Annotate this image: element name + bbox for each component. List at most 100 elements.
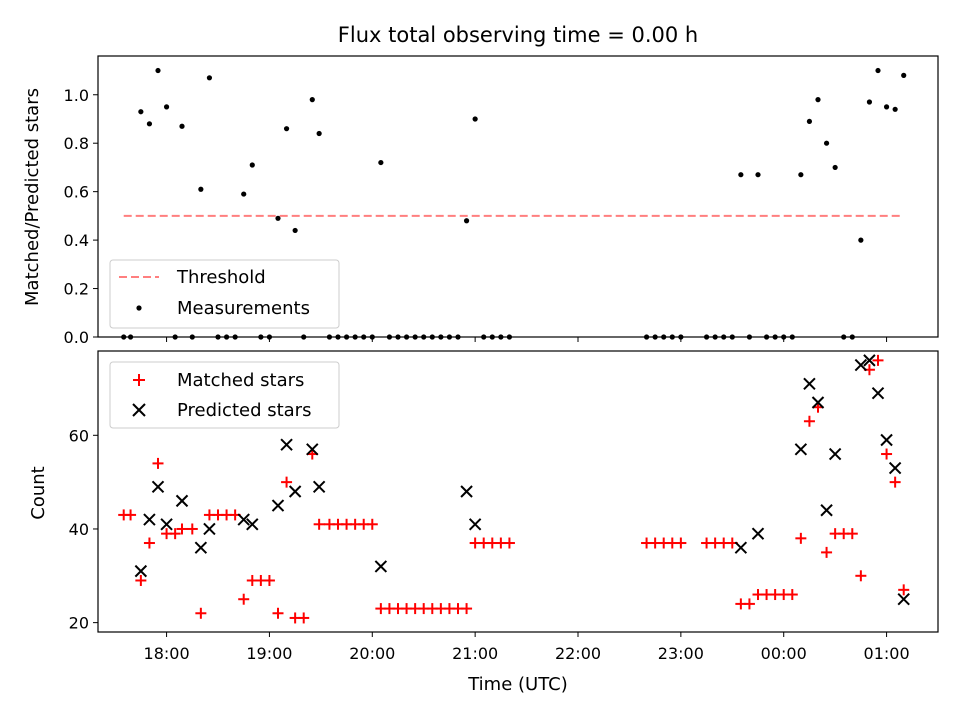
top-y-tick-label: 0.6	[64, 183, 89, 202]
predicted-star-point	[863, 354, 876, 367]
measurement-point	[206, 75, 213, 81]
predicted-star-point	[871, 386, 885, 400]
matched-star-point	[803, 415, 815, 427]
x-tick-label: 20:00	[349, 644, 395, 663]
matched-star-point	[503, 537, 515, 549]
predicted-star-point	[175, 494, 189, 508]
predicted-star-point	[237, 513, 250, 526]
threshold-legend-label: Threshold	[176, 267, 266, 288]
top-y-tick-label: 0.4	[64, 231, 89, 250]
top-legend-box	[109, 259, 340, 329]
x-tick-label: 18:00	[144, 644, 190, 663]
predicted-star-point	[888, 461, 902, 475]
measurement-point	[179, 123, 185, 129]
measurement-point	[472, 116, 478, 122]
predicted-star-point	[794, 443, 808, 456]
matched-star-point	[795, 532, 807, 544]
top-panel: 0.0 0.2 0.4 0.6 0.8 1.0 Matched/Predicted sta…	[22, 55, 939, 347]
matched-star-point	[846, 528, 858, 540]
measurement-point	[292, 227, 298, 234]
bottom-panel: 20 40 60 18:00 19:00 20:00 21:00 22:00 23:00 00:…	[28, 350, 939, 695]
matched-star-point	[786, 589, 798, 601]
measurement-point	[858, 237, 864, 243]
predicted-star-point	[271, 499, 285, 512]
measurement-point	[806, 118, 813, 125]
predicted-legend-swatch	[132, 403, 146, 417]
predicted-star-point	[880, 433, 893, 447]
predicted-star-point	[811, 396, 825, 409]
measurement-point	[241, 191, 247, 197]
measurement-point	[798, 172, 804, 178]
measurement-point	[275, 215, 281, 221]
matched-star-point	[298, 612, 310, 624]
measurement-point	[316, 130, 322, 137]
measurement-point	[146, 121, 153, 127]
measurement-point	[823, 140, 830, 146]
predicted-star-point	[460, 485, 473, 498]
matched-star-point	[366, 518, 378, 530]
measurement-point	[901, 72, 907, 78]
predicted-star-point	[312, 480, 326, 494]
matched-star-point	[898, 584, 910, 596]
bottom-y-axis-label: Count	[28, 466, 49, 519]
predicted-star-point	[803, 377, 816, 390]
x-tick-label: 23:00	[658, 644, 704, 663]
predicted-star-point	[151, 480, 165, 494]
measurement-point	[198, 186, 204, 192]
matched-star-point	[143, 537, 155, 549]
bottom-y-tick-label: 20	[69, 614, 89, 633]
x-tick-label: 01:00	[864, 644, 910, 663]
x-tick-label: 21:00	[452, 644, 498, 663]
bottom-axes-frame	[97, 350, 939, 633]
matched-star-point	[821, 546, 833, 558]
predicted-legend-label: Predicted stars	[177, 400, 311, 421]
predicted-star-point	[468, 518, 482, 531]
matched-star-point	[238, 593, 250, 605]
measurement-point	[463, 218, 470, 224]
x-axis-label: Time (UTC)	[467, 674, 568, 695]
matched-star-point	[313, 518, 325, 530]
bottom-legend-box	[109, 361, 340, 429]
matched-star-point	[281, 476, 293, 488]
bottom-plot-marks	[118, 354, 910, 624]
predicted-star-point	[374, 560, 388, 573]
measurement-point	[283, 126, 290, 132]
measurement-point	[815, 97, 821, 103]
predicted-star-point	[734, 541, 748, 554]
chart-title: Flux total observing time = 0.00 h	[338, 23, 698, 47]
predicted-star-point	[143, 513, 156, 526]
matched-star-point	[889, 476, 901, 488]
matched-star-point	[186, 523, 198, 535]
predicted-star-point	[306, 443, 319, 456]
predicted-star-point	[160, 518, 173, 531]
predicted-star-point	[828, 447, 842, 461]
top-y-tick-label: 0.0	[64, 328, 89, 347]
matched-legend-swatch	[133, 374, 145, 386]
measurement-point	[249, 162, 255, 168]
top-axes-frame	[97, 55, 939, 338]
predicted-star-point	[288, 485, 302, 498]
top-x-ticks	[166, 337, 888, 342]
predicted-star-point	[280, 438, 293, 451]
matched-star-point	[135, 574, 147, 586]
top-y-axis-label: Matched/Predicted stars	[22, 88, 43, 306]
x-tick-label: 19:00	[246, 644, 292, 663]
matched-star-point	[461, 603, 473, 615]
matched-star-point	[675, 537, 687, 549]
measurement-point	[832, 164, 838, 171]
measurements-legend-label: Measurements	[177, 298, 310, 319]
predicted-star-point	[854, 358, 868, 372]
bottom-y-tick-label: 40	[69, 520, 89, 539]
matched-star-point	[169, 528, 181, 540]
matched-star-point	[855, 570, 867, 582]
matched-star-point	[872, 354, 884, 366]
measurement-point	[163, 104, 170, 110]
predicted-star-point	[203, 522, 216, 536]
predicted-star-point	[897, 593, 910, 606]
matched-star-point	[743, 598, 755, 610]
top-legend: Threshold Measurements	[109, 259, 340, 329]
measurements-legend-swatch	[136, 305, 142, 311]
matched-star-point	[176, 523, 188, 535]
measurement-point	[892, 106, 898, 112]
